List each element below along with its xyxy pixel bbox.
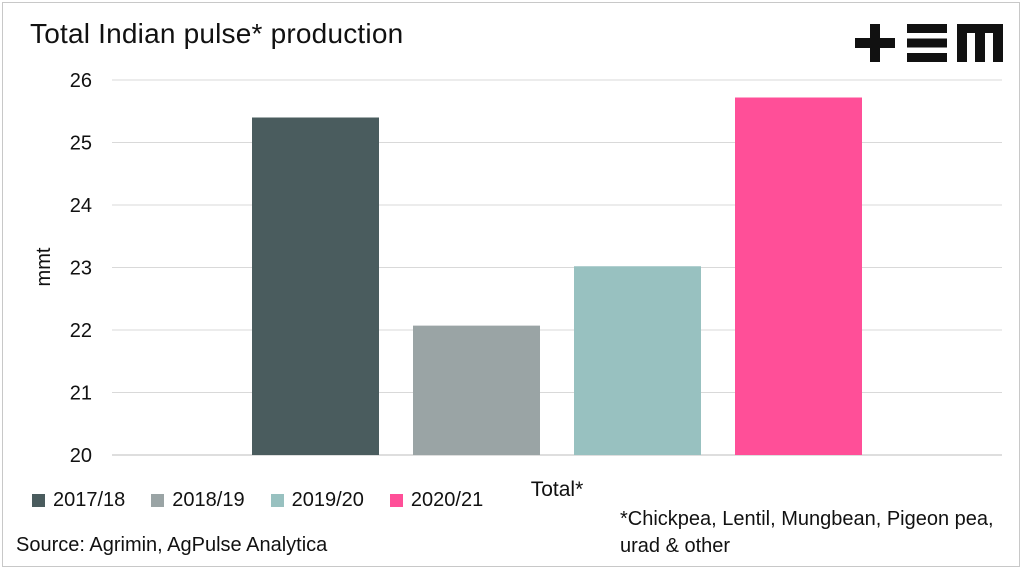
y-tick-label: 25 [70,133,92,155]
legend-label: 2017/18 [53,489,126,511]
y-tick-label: 26 [70,70,92,92]
footnote: *Chickpea, Lentil, Mungbean, Pigeon pea,… [620,508,994,557]
bars [252,97,862,455]
y-axis-ticks: 20 21 22 23 24 25 26 [70,70,92,467]
y-tick-label: 21 [70,383,92,405]
y-tick-label: 22 [70,320,92,342]
y-tick-label: 23 [70,258,92,280]
brand-logo [855,24,1003,62]
bar-2020-21 [735,97,862,455]
legend-swatch [270,494,284,507]
legend-swatch [32,494,45,507]
legend-label: 2018/19 [172,489,245,511]
gridlines [112,79,1002,456]
legend-item-2019-20: 2019/20 [270,489,364,512]
legend-swatch [151,494,165,507]
source-note: Source: Agrimin, AgPulse Analytica [16,534,328,556]
legend-label: 2019/20 [291,489,364,511]
x-axis-label: Total* [531,478,584,501]
chart-title: Total Indian pulse* production [30,18,404,49]
legend-swatch [389,494,403,507]
bar-2017-18 [252,117,379,455]
legend-item-2017-18: 2017/18 [32,489,125,512]
legend: 2017/18 2018/19 2019/20 2020/21 [32,489,483,512]
y-tick-label: 20 [70,445,92,467]
legend-label: 2020/21 [410,489,484,511]
legend-item-2020-21: 2020/21 [389,489,484,512]
bar-2018-19 [413,325,540,455]
y-axis-label: mmt [33,247,55,286]
y-tick-label: 24 [70,195,92,217]
bar-2019-20 [574,266,701,455]
legend-item-2018-19: 2018/19 [151,489,245,512]
